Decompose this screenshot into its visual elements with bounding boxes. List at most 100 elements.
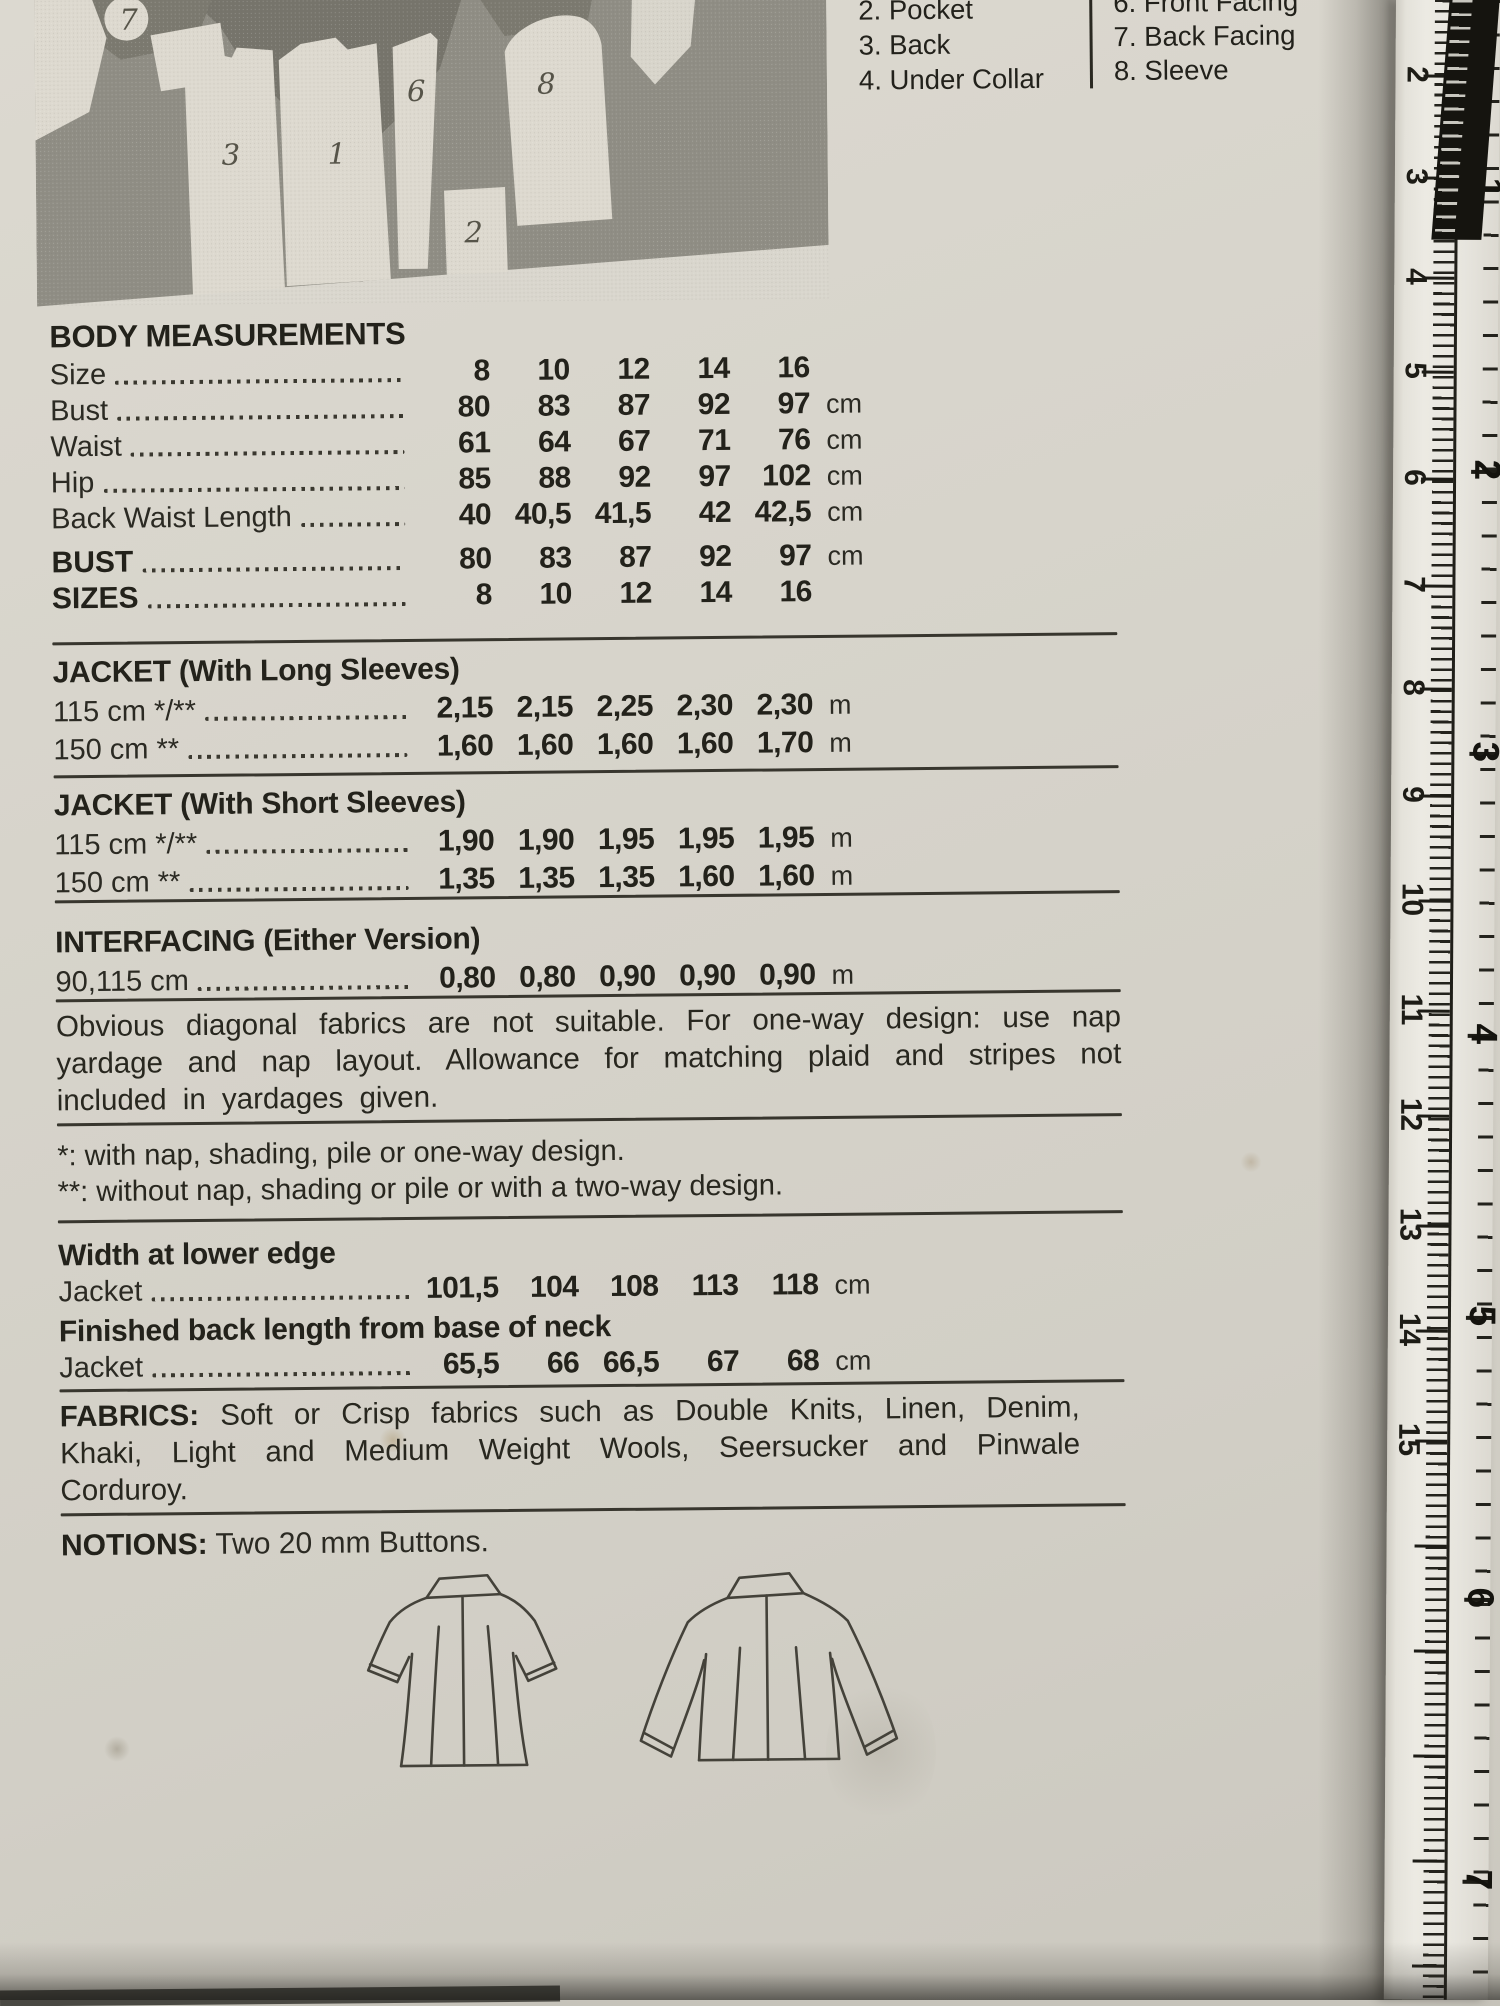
list-item: 8. Sleeve [1113, 54, 1229, 87]
row-label: Bust [49, 394, 109, 428]
cell-value: 85 [458, 462, 491, 496]
tape-tick [1414, 1544, 1447, 1549]
tape-number: 9 [1396, 786, 1430, 803]
cell-value: 42,5 [754, 495, 812, 529]
tape-number: 12 [1394, 1097, 1428, 1132]
cell-value: 80 [459, 542, 492, 576]
row-label: Waist [50, 430, 123, 464]
cell-value: 80 [457, 390, 491, 424]
piece-number-1: 1 [327, 137, 346, 171]
cell-value: 92 [697, 387, 731, 422]
cell-value: 2,25 [596, 689, 654, 724]
cell-value: 0,80 [519, 960, 576, 994]
notions-line: NOTIONS: Two 20 mm Buttons. [61, 1518, 1126, 1564]
list-item: 3. Back [858, 28, 951, 61]
row-label: BUST [51, 545, 134, 580]
unit-label: cm [835, 1345, 872, 1376]
cell-value: 8 [475, 578, 493, 612]
cell-value: 0,90 [599, 959, 656, 994]
piece-number-3: 3 [221, 138, 240, 172]
tape-inch-number: 4 [1463, 1023, 1500, 1045]
cell-value: 83 [539, 541, 572, 575]
section-divider [53, 765, 1119, 779]
row-label: 150 cm ** [53, 733, 180, 767]
row-label: SIZES [51, 581, 139, 616]
tape-number: 10 [1395, 882, 1429, 917]
fabric-suitability-note: Obvious diagonal fabrics are not suitabl… [55, 1000, 1122, 1118]
row-label: Jacket [59, 1351, 144, 1385]
cell-value: 2,30 [676, 688, 734, 723]
unit-label: cm [827, 540, 864, 571]
cell-value: 97 [698, 459, 731, 494]
tape-inch-number: 7 [1458, 1869, 1500, 1891]
tape-tick [1413, 1754, 1446, 1759]
asterisk-notes: *: with nap, shading, pile or one-way de… [57, 1128, 1123, 1210]
cell-value: 42 [698, 495, 732, 530]
unit-label: m [830, 822, 853, 853]
cell-value: 92 [618, 460, 651, 494]
cell-value: 71 [697, 423, 731, 458]
cell-value: 1,90 [437, 824, 495, 858]
row-label: Jacket [58, 1275, 143, 1309]
dotted-leader [117, 391, 404, 428]
cell-value: 2,30 [756, 688, 814, 722]
dotted-leader [142, 543, 406, 580]
cell-value: 1,90 [517, 823, 575, 857]
tape-measure: 2 3 4 5 6 7 8 9 10 11 12 13 14 15 1 2 3 … [1383, 0, 1500, 2000]
dotted-leader [188, 730, 408, 766]
tape-inch-number: 2 [1467, 459, 1500, 481]
cell-value: 83 [537, 389, 571, 423]
cell-value: 118 [771, 1268, 819, 1302]
cell-value: 41,5 [594, 496, 652, 531]
dotted-leader [152, 1348, 413, 1385]
cell-value: 1,60 [596, 727, 654, 762]
cell-value: 0,90 [759, 958, 816, 992]
cell-value: 1,95 [597, 822, 655, 857]
tape-inch-number: 3 [1465, 741, 1500, 763]
fabrics-label: FABRICS: [59, 1399, 200, 1434]
notions-text: Two 20 mm Buttons. [215, 1525, 490, 1561]
cell-value: 104 [529, 1270, 579, 1304]
cell-value: 92 [698, 539, 732, 574]
list-divider-line [1089, 0, 1094, 89]
cell-value: 87 [617, 388, 651, 422]
cell-value: 1,95 [677, 821, 735, 856]
cell-value: 10 [537, 353, 570, 387]
long-sleeve-jacket-drawing [639, 1572, 899, 1762]
list-item: 4. Under Collar [858, 62, 1045, 96]
tape-number: 6 [1398, 469, 1432, 486]
unit-label: cm [834, 1269, 871, 1300]
row-label: 150 cm ** [54, 866, 181, 900]
pattern-pieces-diagram: 7 3 1 6 2 8 [34, 0, 830, 317]
cell-value: 108 [609, 1269, 659, 1304]
fabrics-paragraph: FABRICS: Soft or Crisp fabrics such as D… [60, 1389, 1081, 1510]
dotted-leader [103, 463, 405, 500]
tape-number: 13 [1393, 1207, 1427, 1242]
cell-value: 1,60 [758, 859, 815, 893]
tape-number: 4 [1399, 268, 1433, 285]
cell-value: 68 [786, 1344, 820, 1378]
measurements-column: BODY MEASUREMENTS Size 8 10 12 14 16 Bus… [49, 310, 1126, 1564]
unit-label: m [831, 959, 855, 990]
unit-label: m [829, 727, 852, 758]
cell-value: 61 [457, 426, 491, 460]
tape-number: 14 [1392, 1312, 1426, 1347]
tape-number: 5 [1398, 362, 1432, 379]
cell-value: 102 [762, 459, 811, 493]
cell-value: 1,35 [518, 861, 575, 895]
dotted-leader [131, 427, 405, 464]
dotted-leader [301, 499, 406, 534]
dotted-leader [147, 579, 406, 615]
cell-value: 1,70 [756, 726, 814, 760]
cell-value: 1,95 [757, 821, 815, 855]
cell-value: 16 [777, 351, 810, 385]
list-item: 2. Pocket [858, 0, 974, 26]
unit-label: cm [826, 424, 863, 455]
row-label: Back Waist Length [50, 501, 293, 536]
tape-number: 8 [1396, 679, 1430, 696]
cell-value: 1,35 [598, 860, 655, 895]
cell-value: 12 [617, 352, 650, 386]
dotted-leader [205, 692, 407, 728]
row-label: 90,115 cm [55, 965, 190, 999]
notions-label: NOTIONS: [60, 1527, 208, 1563]
